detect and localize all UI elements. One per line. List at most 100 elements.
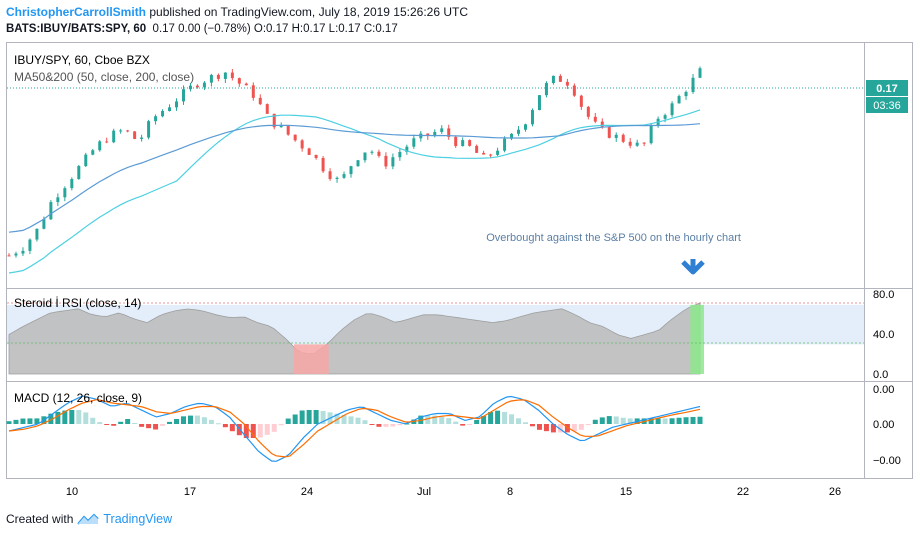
macd-hist-bar xyxy=(215,423,221,425)
candle-body xyxy=(293,134,297,141)
macd-hist-bar xyxy=(132,422,138,424)
macd-hist-bar xyxy=(523,422,529,424)
ma-indicator-label: MA50&200 (50, close, 200, close) xyxy=(14,70,194,84)
candle-body xyxy=(496,150,500,155)
macd-hist-bar xyxy=(83,412,89,424)
candle-body xyxy=(168,107,172,112)
macd-pane: MACD (12, 26, close, 9) 0.00 0.00 −0.00 xyxy=(6,384,901,467)
candles xyxy=(7,66,702,258)
countdown-tag xyxy=(866,97,908,113)
macd-hist-bar xyxy=(174,418,180,424)
published-info: published on TradingView.com, July 18, 2… xyxy=(149,5,469,19)
rsi-overbought-bar xyxy=(690,304,699,374)
macd-hist-bar xyxy=(125,418,131,424)
candle-body xyxy=(684,91,688,97)
symbol-label: BATS:IBUY/BATS:SPY, 60 xyxy=(6,23,147,35)
macd-hist-bar xyxy=(690,416,696,424)
x-tick: 17 xyxy=(184,486,196,498)
candle-body xyxy=(307,148,311,155)
macd-hist-bar xyxy=(432,415,438,424)
candle-body xyxy=(384,155,388,167)
candle-body xyxy=(537,95,541,111)
macd-tick-bottom: −0.00 xyxy=(873,455,901,467)
rsi-area xyxy=(8,302,701,375)
candle-body xyxy=(237,78,241,84)
candle-body xyxy=(691,77,695,92)
candle-body xyxy=(230,72,234,79)
rsi-title: Steroid İ RSI (close, 14) xyxy=(14,296,141,310)
candle-body xyxy=(14,253,18,256)
candle-body xyxy=(593,116,597,122)
candle-body xyxy=(98,141,102,151)
macd-hist-bar xyxy=(278,424,284,426)
macd-hist-bar xyxy=(509,414,515,424)
candle-body xyxy=(154,116,158,122)
macd-hist-bar xyxy=(250,424,256,438)
macd-hist-bar xyxy=(502,411,508,424)
candle-body xyxy=(258,97,262,105)
candle-body xyxy=(628,141,632,146)
tradingview-brand[interactable]: TradingView xyxy=(103,512,173,526)
macd-hist-bar xyxy=(271,424,277,432)
macd-hist-bar xyxy=(55,411,61,424)
macd-hist-bar xyxy=(606,416,612,424)
candle-body xyxy=(510,133,514,139)
candle-body xyxy=(544,83,548,96)
candle-body xyxy=(524,124,528,130)
macd-hist-bar xyxy=(355,417,361,424)
candle-body xyxy=(188,85,192,90)
candle-body xyxy=(607,127,611,138)
candle-body xyxy=(147,121,151,138)
macd-hist-bar xyxy=(376,424,382,427)
candle-body xyxy=(328,171,332,179)
candle-body xyxy=(279,125,283,128)
macd-hist-bar xyxy=(187,415,193,424)
macd-hist-bar xyxy=(578,424,584,430)
price-pane: IBUY/SPY, 60, Cboe BZX MA50&200 (50, clo… xyxy=(7,53,908,275)
candle-body xyxy=(433,131,437,136)
candle-body xyxy=(300,140,304,149)
macd-hist-bar xyxy=(655,418,661,424)
candle-body xyxy=(398,151,402,158)
macd-hist-bar xyxy=(48,413,54,424)
candle-body xyxy=(161,111,165,117)
candle-body xyxy=(649,125,653,144)
candle-body xyxy=(286,125,290,135)
price-pane-title: IBUY/SPY, 60, Cboe BZX xyxy=(14,53,150,67)
pane-frames xyxy=(6,42,913,479)
x-tick: 15 xyxy=(620,486,632,498)
macd-hist-bar xyxy=(313,410,319,424)
tradingview-logo-icon[interactable] xyxy=(77,512,100,526)
candle-body xyxy=(489,154,493,156)
macd-hist-bar xyxy=(201,417,207,424)
macd-hist-bar xyxy=(334,413,340,424)
candle-body xyxy=(216,74,220,79)
candle-body xyxy=(56,197,60,203)
candle-body xyxy=(119,130,123,132)
candle-body xyxy=(91,150,95,155)
candle-body xyxy=(314,154,318,159)
candle-body xyxy=(251,85,255,98)
candle-body xyxy=(447,128,451,137)
macd-hist-bar xyxy=(613,416,619,424)
candle-body xyxy=(105,141,109,143)
rsi-oversold-bar xyxy=(311,344,318,374)
rsi-oversold-bar xyxy=(316,344,323,374)
ma50-line xyxy=(8,109,701,274)
candle-body xyxy=(551,75,555,84)
macd-hist-bar xyxy=(662,418,668,424)
macd-hist-bar xyxy=(669,418,675,424)
author-name[interactable]: ChristopherCarrollSmith xyxy=(6,5,147,19)
chart-header: ChristopherCarrollSmith published on Tra… xyxy=(6,4,468,38)
candle-body xyxy=(133,131,137,139)
macd-hist-bar xyxy=(592,419,598,424)
candle-body xyxy=(579,95,583,107)
macd-hist-bar xyxy=(599,417,605,424)
macd-tick-top: 0.00 xyxy=(873,384,894,396)
countdown-value: 03:36 xyxy=(873,100,901,112)
macd-hist-bar xyxy=(118,421,124,424)
macd-hist-bar xyxy=(488,412,494,424)
arrow-down-icon xyxy=(681,259,705,275)
macd-hist-bar xyxy=(648,418,654,424)
